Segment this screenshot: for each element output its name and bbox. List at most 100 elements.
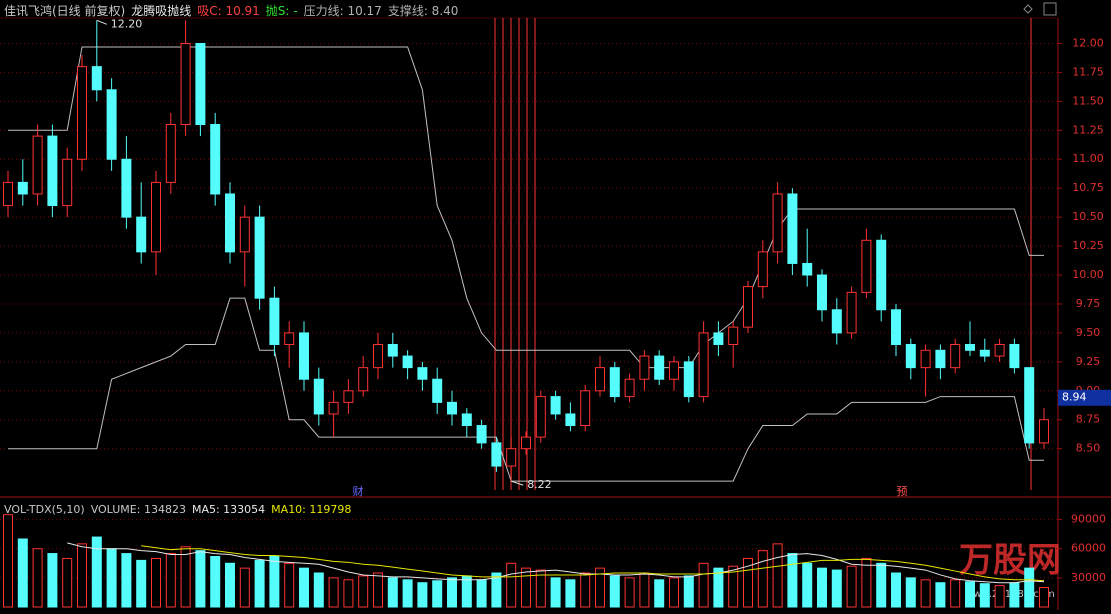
volume-bar	[950, 579, 961, 608]
support-label: 支撑线: 8.40	[387, 4, 459, 18]
candle-body	[506, 448, 517, 467]
volume-bar	[846, 565, 857, 608]
window-button[interactable]	[1043, 2, 1057, 16]
candle-body	[195, 42, 206, 126]
resistance-label: 压力线: 10.17	[303, 4, 382, 18]
volume-bar	[905, 577, 916, 608]
candle-body	[935, 349, 946, 369]
max-label: 12.20	[111, 17, 143, 30]
volume-bar	[817, 567, 827, 608]
resistance-line	[8, 46, 1044, 369]
candle-body	[624, 378, 635, 398]
candle-body	[698, 332, 709, 398]
volume-bar	[32, 548, 43, 608]
y-tick-label: 9.50	[1076, 326, 1101, 339]
volume-bar	[106, 548, 117, 608]
volume-header: VOL-TDX(5,10) VOLUME: 134823 MA5: 133054…	[4, 503, 351, 516]
candle-body	[861, 239, 872, 293]
volume-bar	[313, 572, 324, 608]
stock-title: 佳讯飞鸿(日线 前复权)	[4, 4, 126, 18]
volume-bar	[373, 572, 383, 608]
volume-bar	[624, 577, 635, 608]
volume-bar	[77, 543, 87, 608]
volume-bar	[506, 562, 517, 608]
candle-body	[1024, 367, 1035, 444]
candle-body	[580, 390, 591, 427]
volume-bar	[239, 567, 250, 608]
volume-bar	[609, 575, 620, 608]
volume-bar	[358, 575, 369, 608]
candle-body	[254, 216, 265, 299]
candle-body	[817, 274, 827, 311]
volume-bar	[1009, 582, 1020, 608]
support-line	[8, 297, 1044, 482]
volume-bar	[47, 553, 58, 608]
candle-body	[3, 181, 13, 207]
candle-body	[417, 367, 428, 380]
volume-bar	[17, 538, 28, 608]
candle-body	[1039, 419, 1049, 444]
candle-body	[180, 42, 191, 126]
candle-body	[595, 367, 605, 392]
volume-bar	[772, 543, 783, 608]
volume-bar	[861, 557, 872, 608]
volume-bar	[698, 562, 709, 608]
volume-bar	[461, 575, 472, 608]
volume-bar	[195, 550, 206, 608]
volume-bar	[965, 581, 975, 608]
candle-body	[846, 291, 857, 334]
volume-label: VOLUME: 134823	[90, 503, 186, 516]
candle-body	[402, 355, 413, 369]
y-tick-label: 60000	[1071, 542, 1106, 555]
candle-body	[432, 378, 443, 403]
volume-bar	[136, 559, 147, 608]
volume-bar	[3, 514, 13, 608]
candle-body	[210, 124, 221, 195]
candle-body	[373, 343, 383, 369]
candle-body	[387, 343, 398, 357]
volume-bar	[580, 572, 591, 608]
y-tick-label: 30000	[1071, 571, 1106, 584]
candle-body	[328, 401, 339, 415]
volume-bar	[565, 579, 576, 608]
volume-bar	[343, 579, 354, 608]
candle-body	[713, 332, 724, 345]
candle-body	[831, 309, 842, 334]
y-tick-label: 8.50	[1076, 442, 1101, 455]
candle-body	[535, 396, 546, 438]
y-tick-label: 10.50	[1072, 210, 1104, 223]
candle-body	[639, 355, 650, 380]
y-tick-label: 11.00	[1072, 152, 1104, 165]
volume-bar	[62, 557, 73, 608]
candle-body	[358, 367, 369, 392]
candle-body	[565, 413, 576, 427]
candle-body	[136, 216, 147, 253]
volume-bar	[165, 553, 176, 608]
y-tick-label: 9.25	[1076, 355, 1101, 368]
candle-body	[550, 396, 561, 415]
candle-body	[62, 158, 73, 207]
volume-bar	[920, 579, 931, 608]
main-header: 佳讯飞鸿(日线 前复权) 龙腾吸抛线 吸C: 10.91 抛S: - 压力线: …	[4, 2, 458, 19]
min-label: 8.22	[527, 478, 552, 491]
volume-bar	[402, 579, 413, 608]
volume-bar	[387, 577, 398, 608]
volume-bar	[876, 562, 887, 608]
volume-bar	[476, 579, 487, 608]
candle-body	[1009, 343, 1020, 369]
volume-bar	[639, 572, 650, 608]
volume-bar	[417, 582, 428, 608]
volume-bar	[284, 562, 295, 608]
candle-body	[965, 343, 975, 351]
candle-body	[121, 158, 132, 218]
candle-body	[757, 251, 768, 288]
candle-body	[654, 355, 665, 380]
candle-body	[669, 361, 679, 380]
y-tick-label: 11.75	[1072, 65, 1104, 78]
indicator-name: 龙腾吸抛线	[131, 4, 192, 18]
volume-bar	[935, 582, 946, 608]
y-tick-label: 90000	[1071, 513, 1106, 526]
volume-bar	[550, 577, 561, 608]
